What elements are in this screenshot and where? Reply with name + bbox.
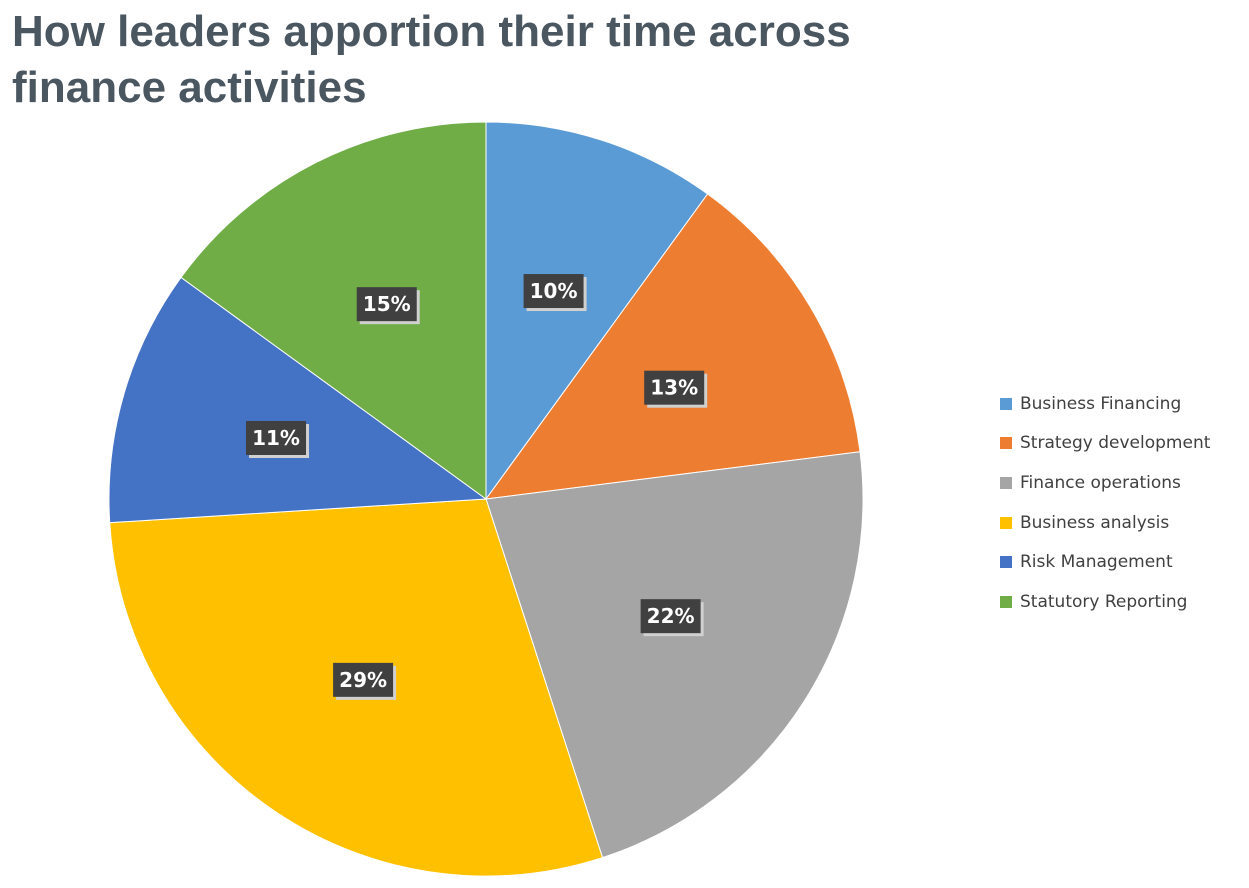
legend-label: Business Financing xyxy=(1020,393,1182,414)
data-label-box xyxy=(356,287,417,322)
legend-label: Strategy development xyxy=(1020,433,1211,454)
legend-swatch xyxy=(1000,595,1012,608)
pie-data-labels: 10% 13% 22% 29% 11% 15% xyxy=(246,274,708,700)
pie-slice-risk-management xyxy=(108,276,488,524)
legend-label: Finance operations xyxy=(1020,472,1181,493)
data-label-box xyxy=(333,662,394,697)
data-label-text: 29% xyxy=(339,668,387,692)
data-label-strategy-development: 13% xyxy=(644,370,708,408)
data-label-box xyxy=(644,370,705,405)
pie-slice-business-financing xyxy=(485,121,709,501)
data-label-text: 11% xyxy=(252,426,300,450)
chart-legend: Business Financing Strategy development Fi… xyxy=(1000,384,1210,622)
data-label-text: 10% xyxy=(530,279,578,303)
data-label-box xyxy=(246,420,307,455)
legend-swatch xyxy=(1000,397,1012,410)
legend-swatch xyxy=(1000,476,1012,489)
pie-slices xyxy=(108,121,864,877)
data-label-text: 13% xyxy=(650,376,698,400)
legend-item-finance-operations: Finance operations xyxy=(1000,463,1210,503)
data-label-box xyxy=(640,599,701,634)
data-label-finance-operations: 22% xyxy=(640,599,704,637)
data-label-statutory-reporting: 15% xyxy=(356,287,420,325)
data-label-business-financing: 10% xyxy=(523,274,587,312)
legend-swatch xyxy=(1000,556,1012,569)
data-label-text: 15% xyxy=(363,292,411,316)
data-label-risk-management: 11% xyxy=(246,420,310,458)
data-label-text: 22% xyxy=(647,604,695,628)
legend-item-statutory-reporting: Statutory Reporting xyxy=(1000,582,1210,622)
data-label-box xyxy=(523,274,584,309)
chart-title: How leaders apportion their time across … xyxy=(12,7,851,112)
legend-label: Statutory Reporting xyxy=(1020,591,1188,612)
legend-label: Business analysis xyxy=(1020,512,1170,533)
pie-slice-strategy-development xyxy=(484,193,861,500)
legend-item-risk-management: Risk Management xyxy=(1000,542,1210,582)
legend-label: Risk Management xyxy=(1020,552,1173,573)
legend-item-strategy-development: Strategy development xyxy=(1000,424,1210,464)
pie-slice-finance-operations xyxy=(485,451,864,859)
data-label-business-analysis: 29% xyxy=(333,662,397,700)
legend-swatch xyxy=(1000,516,1012,529)
legend-swatch xyxy=(1000,437,1012,450)
pie-slice-statutory-reporting xyxy=(180,121,487,500)
legend-item-business-financing: Business Financing xyxy=(1000,384,1210,424)
legend-item-business-analysis: Business analysis xyxy=(1000,503,1210,543)
